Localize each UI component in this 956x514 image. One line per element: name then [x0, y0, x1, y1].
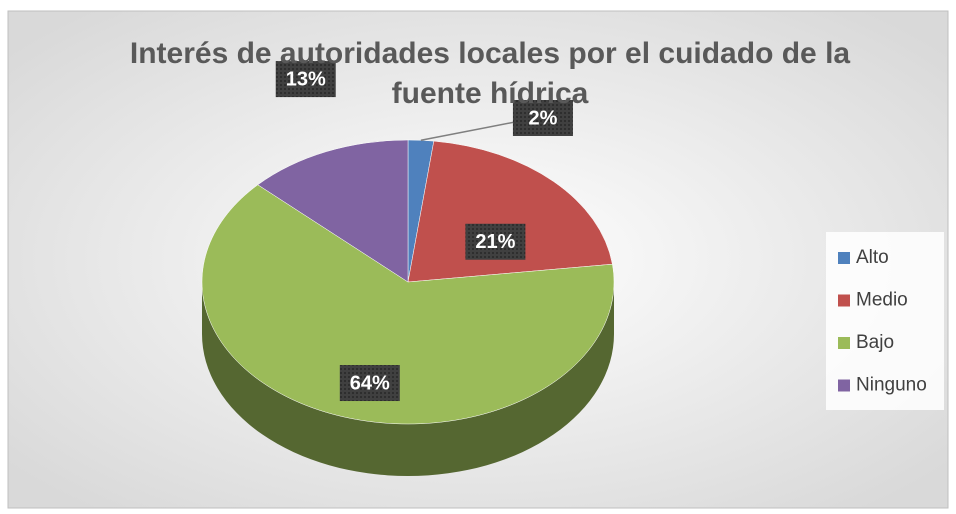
data-label-box: [275, 61, 336, 98]
data-label: 2%: [528, 107, 557, 129]
slice-top: [407, 140, 613, 283]
legend-swatch: [838, 252, 850, 264]
data-label: 64%: [350, 372, 390, 394]
legend-swatch: [838, 379, 850, 392]
data-label-box: [465, 223, 526, 260]
data-label-box: [339, 365, 400, 402]
data-label: 21%: [475, 231, 515, 253]
legend-swatch: [838, 294, 850, 307]
legend-swatch: [838, 337, 850, 349]
slice-top: [257, 139, 409, 283]
slice-side: [202, 282, 614, 476]
legend-label: Medio: [856, 290, 908, 311]
pie-slice: [407, 140, 613, 283]
legend-label: Alto: [856, 247, 889, 268]
leader-line: [420, 121, 516, 142]
pie-slice: [201, 184, 615, 476]
chart-title: Interés de autoridades locales por el cu…: [129, 37, 851, 110]
legend-label: Bajo: [856, 332, 894, 353]
data-label: 13%: [286, 68, 326, 90]
legend-label: Ninguno: [856, 375, 927, 396]
data-label-box: [512, 100, 573, 136]
pie-slice: [257, 139, 409, 283]
slice-top: [201, 184, 615, 425]
